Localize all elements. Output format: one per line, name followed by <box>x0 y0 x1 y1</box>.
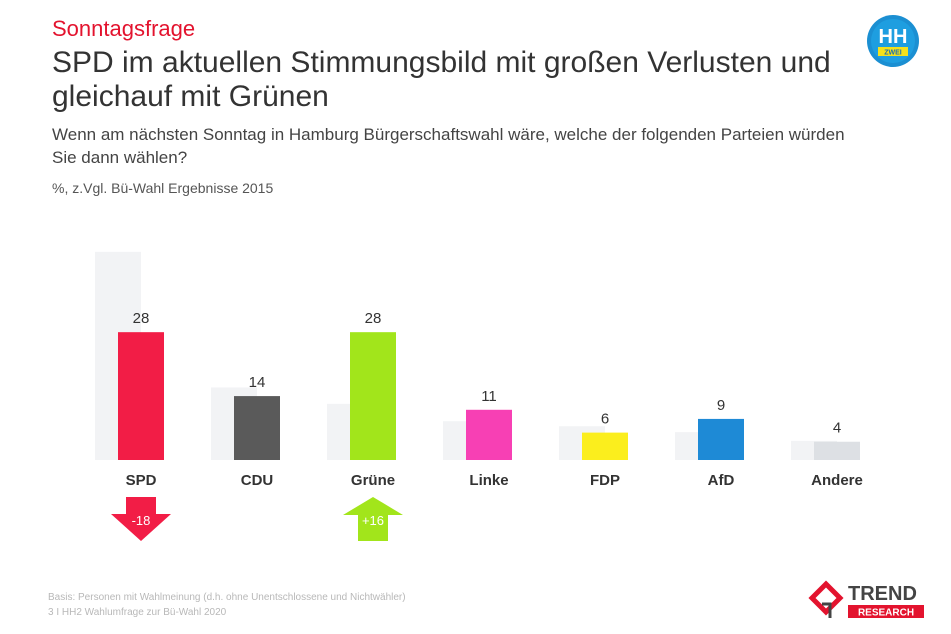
footnote-source: 3 I HH2 Wahlumfrage zur Bü-Wahl 2020 <box>48 607 227 618</box>
bar-afd <box>698 418 744 460</box>
change-arrow-spd <box>111 497 171 541</box>
category-label-cdu: CDU <box>241 472 274 489</box>
category-label-linke: Linke <box>469 472 508 489</box>
change-label-grüne: +16 <box>362 513 384 528</box>
change-label-spd: -18 <box>132 513 151 528</box>
value-label-grüne: 28 <box>365 310 382 327</box>
category-label-afd: AfD <box>708 472 735 489</box>
footnote-basis: Basis: Personen mit Wahlmeinung (d.h. oh… <box>48 592 406 603</box>
trend-logo-line2: RESEARCH <box>858 608 914 619</box>
bar-andere <box>814 441 860 460</box>
chart-title: SPD im aktuellen Stimmungsbild mit große… <box>52 46 831 113</box>
value-label-linke: 11 <box>481 388 497 405</box>
category-label-spd: SPD <box>126 472 157 489</box>
bar-spd <box>118 332 164 460</box>
category-label-fdp: FDP <box>590 472 620 489</box>
bar-grüne <box>350 332 396 460</box>
category-label-grüne: Grüne <box>351 472 395 489</box>
question-text: Wenn am nächsten Sonntag in Hamburg Bürg… <box>52 125 845 167</box>
hh2-logo-line1: HH <box>879 26 908 48</box>
value-label-spd: 28 <box>133 310 150 327</box>
bar-linke <box>466 409 512 460</box>
hh2-logo: HH ZWEI <box>867 15 919 67</box>
unit-note: %, z.Vgl. Bü-Wahl Ergebnisse 2015 <box>52 180 274 196</box>
value-label-cdu: 14 <box>249 374 266 391</box>
hh2-logo-line2: ZWEI <box>884 50 902 57</box>
bar-cdu <box>234 396 280 460</box>
change-arrow-grüne <box>343 497 403 541</box>
category-label-andere: Andere <box>811 472 863 489</box>
bar-fdp <box>582 432 628 460</box>
trend-logo-line1: TREND <box>848 583 917 605</box>
value-label-andere: 4 <box>833 420 841 437</box>
trend-research-logo: TREND RESEARCH <box>808 580 924 619</box>
value-label-fdp: 6 <box>601 411 609 428</box>
value-label-afd: 9 <box>717 397 725 414</box>
kicker: Sonntagsfrage <box>52 16 196 41</box>
